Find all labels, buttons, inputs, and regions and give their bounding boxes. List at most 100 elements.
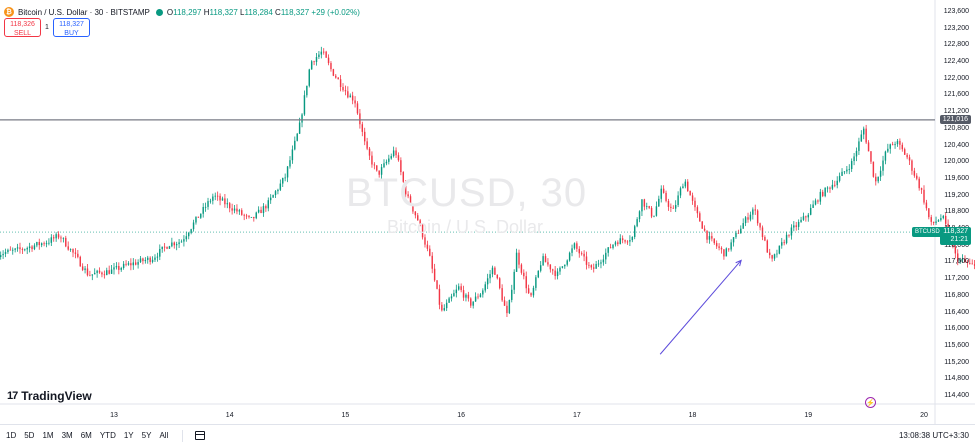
candle-body — [139, 258, 142, 263]
range-3m-button[interactable]: 3M — [61, 431, 73, 440]
candle-body — [77, 253, 79, 257]
candle-body — [144, 259, 147, 262]
tradingview-logo[interactable]: 17 TradingView — [7, 389, 92, 403]
candle-body — [954, 246, 957, 254]
candle-body — [424, 237, 426, 245]
candle-body — [520, 264, 523, 273]
candle-body — [667, 200, 670, 207]
candle-body — [154, 257, 156, 260]
sell-price: 118,326 — [10, 21, 35, 28]
candle-body — [310, 61, 313, 70]
candle-body — [846, 169, 848, 172]
range-ytd-button[interactable]: YTD — [99, 431, 116, 440]
candle-body — [269, 197, 272, 201]
candle-body — [819, 191, 822, 202]
time-tick-label: 19 — [804, 412, 813, 419]
candle-body — [110, 269, 113, 274]
candle-body — [74, 252, 77, 254]
time-tick-label: 16 — [457, 412, 466, 419]
candle-body — [527, 288, 530, 294]
price-tick-label: 115,200 — [944, 358, 969, 366]
candle-body — [368, 148, 371, 156]
range-6m-button[interactable]: 6M — [80, 431, 92, 440]
candle-body — [588, 264, 590, 266]
candle-body — [494, 267, 496, 275]
candle-body — [306, 85, 308, 96]
candle-body — [89, 275, 91, 277]
range-1y-button[interactable]: 1Y — [123, 431, 134, 440]
candle-body — [879, 170, 882, 177]
candle-body — [335, 75, 337, 78]
watermark-name: Bitcoin / U.S. Dollar — [387, 217, 544, 237]
candle-body — [838, 175, 841, 181]
candle-body — [834, 184, 836, 186]
candle-body — [339, 79, 342, 87]
candle-body — [590, 265, 593, 268]
candle-body — [284, 177, 286, 179]
range-1d-button[interactable]: 1D — [6, 431, 17, 440]
candle-body — [513, 271, 515, 290]
candle-body — [795, 225, 797, 227]
symbol-title[interactable]: Bitcoin / U.S. Dollar · 30 · BITSTAMP — [18, 7, 150, 17]
tradingview-logo-icon: 17 — [7, 390, 18, 402]
buy-button[interactable]: 118,327 BUY — [53, 18, 90, 37]
sell-button[interactable]: 118,326 SELL — [4, 18, 41, 37]
candle-body — [113, 267, 115, 270]
range-5d-button[interactable]: 5D — [24, 431, 35, 440]
candle-body — [277, 189, 279, 192]
candle-body — [737, 232, 740, 234]
bitcoin-icon: ₿ — [4, 7, 14, 17]
candle-body — [957, 253, 959, 262]
candle-body — [166, 247, 168, 249]
candle-body — [638, 211, 641, 220]
candle-body — [477, 296, 479, 298]
range-5y-button[interactable]: 5Y — [141, 431, 152, 440]
candle-body — [2, 253, 4, 256]
candle-body — [265, 206, 267, 209]
candle-body — [53, 237, 55, 239]
candle-body — [826, 187, 829, 189]
candle-body — [891, 144, 894, 146]
candle-body — [930, 217, 932, 222]
lightning-icon[interactable]: ⚡ — [865, 397, 876, 408]
clock-readout[interactable]: 13:08:38 UTC+3:30 — [898, 431, 969, 440]
candle-body — [315, 56, 318, 62]
candle-body — [566, 260, 568, 265]
watermark-symbol: BTCUSD, 30 — [346, 171, 588, 215]
candle-body — [662, 188, 665, 193]
candle-body — [556, 271, 559, 277]
candle-body — [549, 264, 552, 270]
candle-body — [9, 249, 12, 251]
candle-body — [458, 286, 460, 290]
candle-body — [918, 178, 920, 189]
range-1m-button[interactable]: 1M — [42, 431, 54, 440]
high-label: H — [203, 7, 210, 17]
range-all-button[interactable]: All — [159, 431, 169, 440]
candle-body — [359, 113, 361, 125]
candle-body — [899, 140, 901, 145]
candle-body — [429, 248, 431, 256]
candle-body — [511, 289, 513, 300]
candle-body — [643, 199, 646, 207]
close-value: 118,327 — [280, 7, 310, 17]
candle-body — [404, 181, 407, 195]
calendar-icon[interactable] — [195, 431, 206, 440]
candle-body — [906, 154, 908, 158]
candle-body — [462, 290, 465, 298]
price-tick-label: 116,800 — [944, 291, 969, 299]
candle-body — [441, 304, 443, 311]
candle-body — [539, 265, 542, 271]
candle-body — [865, 128, 867, 143]
candle-body — [31, 246, 33, 250]
candle-body — [564, 264, 566, 267]
candle-body — [219, 195, 221, 201]
candle-body — [448, 298, 450, 303]
candle-body — [559, 267, 561, 272]
candle-body — [65, 237, 67, 247]
candle-body — [624, 240, 626, 242]
candle-body — [674, 205, 677, 209]
candle-body — [554, 270, 556, 277]
candle-body — [814, 200, 817, 205]
candle-body — [691, 195, 694, 201]
